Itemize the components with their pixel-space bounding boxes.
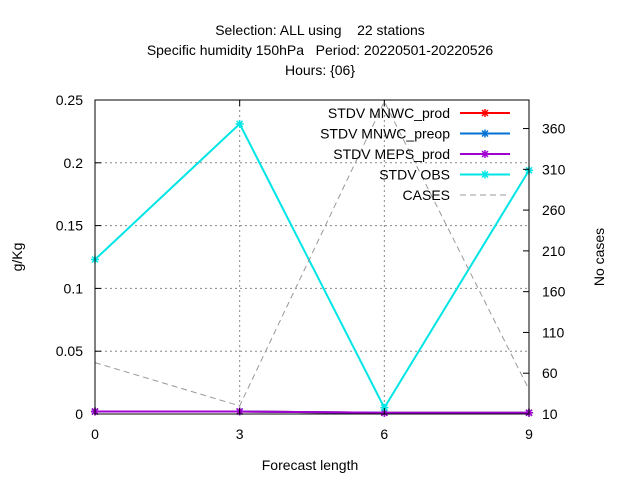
y-tick-label: 0.25 — [56, 92, 83, 108]
y2-tick-label: 160 — [542, 284, 566, 300]
legend-label-cases: CASES — [403, 187, 450, 203]
legend-label-stdv-meps-prod: STDV MEPS_prod — [333, 146, 450, 162]
series-line-stdv-meps-prod — [95, 410, 529, 414]
title-line-3: Hours: {06} — [285, 62, 355, 78]
y2-axis-ticks: 10 60 110 160 210 260 310 360 — [523, 121, 566, 422]
y2-tick-label: 310 — [542, 161, 566, 177]
title-line-2: Specific humidity 150hPa Period: 2022050… — [147, 42, 494, 58]
x-tick-label: 0 — [91, 426, 99, 442]
legend: STDV MNWC_prod STDV MNWC_preop STDV MEPS_p… — [320, 105, 510, 203]
y-tick-label: 0.15 — [56, 218, 83, 234]
grid — [95, 100, 529, 414]
y2-tick-label: 210 — [542, 243, 566, 259]
y2-tick-label: 360 — [542, 121, 566, 137]
x-axis-ticks: 0 3 6 9 — [91, 100, 533, 442]
y2-axis-label: No cases — [591, 228, 607, 286]
legend-label-stdv-mnwc-prod: STDV MNWC_prod — [328, 105, 450, 121]
legend-label-stdv-obs: STDV OBS — [379, 167, 450, 183]
y-tick-label: 0.1 — [64, 280, 84, 296]
x-tick-label: 9 — [525, 426, 533, 442]
series-layer — [91, 100, 533, 417]
legend-marker-stdv-meps-prod — [481, 150, 489, 158]
title-line-1: Selection: ALL using 22 stations — [215, 22, 425, 38]
x-axis-label: Forecast length — [262, 457, 359, 473]
y-tick-label: 0.2 — [64, 155, 84, 171]
y2-tick-label: 10 — [542, 406, 558, 422]
legend-marker-stdv-mnwc-preop — [481, 129, 489, 138]
y-tick-label: 0.05 — [56, 343, 83, 359]
y2-tick-label: 260 — [542, 202, 566, 218]
y-tick-label: 0 — [75, 406, 83, 422]
legend-marker-stdv-mnwc-prod — [481, 109, 489, 117]
y2-tick-label: 60 — [542, 365, 558, 381]
y2-tick-label: 110 — [542, 324, 565, 340]
x-tick-label: 6 — [380, 426, 388, 442]
series-line-cases — [94, 100, 530, 407]
series-line-stdv-obs — [94, 122, 530, 410]
x-tick-label: 3 — [236, 426, 244, 442]
legend-label-stdv-mnwc-preop: STDV MNWC_preop — [320, 126, 450, 142]
legend-marker-stdv-obs — [481, 170, 489, 179]
plot-frame — [94, 99, 530, 415]
y-axis-ticks: 0 0.05 0.1 0.15 0.2 0.25 — [56, 92, 101, 422]
y-axis-label: g/Kg — [9, 243, 25, 272]
point-stdv-obs — [235, 119, 244, 128]
chart-title: Selection: ALL using 22 stations Specific… — [147, 22, 494, 78]
